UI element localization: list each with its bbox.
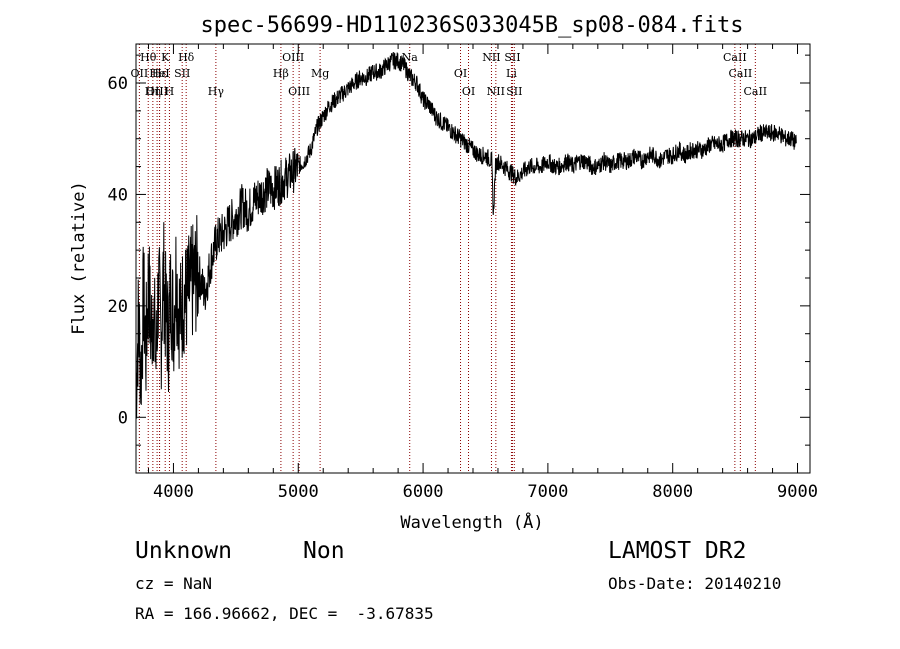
axis-ticks: 4000 5000 6000 7000 8000 9000 0 20 40 60 bbox=[108, 44, 818, 502]
marker-label-13: OIII bbox=[288, 85, 310, 98]
x-tick-label-8000: 8000 bbox=[652, 482, 693, 502]
x-tick-label-9000: 9000 bbox=[777, 482, 818, 502]
spectrum-line bbox=[135, 51, 797, 419]
marker-label-5: K bbox=[161, 51, 170, 64]
y-tick-label-40: 40 bbox=[108, 185, 128, 205]
marker-label-2: OIII bbox=[146, 85, 168, 98]
y-tick-label-0: 0 bbox=[118, 408, 128, 428]
marker-label-18: NII bbox=[482, 51, 500, 64]
x-tick-label-7000: 7000 bbox=[527, 482, 568, 502]
plot-frame bbox=[135, 43, 811, 474]
marker-label-24: CaII bbox=[729, 67, 753, 80]
x-tick-label-6000: 6000 bbox=[403, 482, 444, 502]
marker-label-14: Mg bbox=[311, 67, 329, 80]
marker-label-22: SII bbox=[506, 85, 522, 98]
marker-label-10: Hγ bbox=[208, 85, 225, 98]
x-axis-label: Wavelength (Å) bbox=[400, 511, 543, 533]
emission-line-markers: HθOIIOIIIHεHηKHeIHHδSIIHγOIIIHβOIIIMgNaO… bbox=[131, 44, 767, 473]
obs-date: Obs-Date: 20140210 bbox=[608, 574, 782, 593]
marker-label-25: CaII bbox=[743, 85, 767, 98]
survey-name: LAMOST DR2 bbox=[608, 538, 747, 564]
y-tick-label-20: 20 bbox=[108, 297, 128, 317]
redshift: cz = NaN bbox=[135, 574, 213, 593]
marker-label-1: OII bbox=[131, 67, 149, 80]
marker-label-0: Hθ bbox=[140, 51, 157, 64]
marker-label-17: OI bbox=[462, 85, 475, 98]
marker-label-8: Hδ bbox=[178, 51, 195, 64]
marker-label-23: CaII bbox=[723, 51, 747, 64]
marker-label-4: Hη bbox=[145, 85, 161, 98]
y-axis-label: Flux (relative) bbox=[69, 181, 89, 335]
marker-label-6: HeI bbox=[149, 67, 169, 80]
x-tick-label-4000: 4000 bbox=[153, 482, 194, 502]
coordinates: RA = 166.96662, DEC = -3.67835 bbox=[135, 604, 434, 623]
chart-title: spec-56699-HD110236S033045B_sp08-084.fit… bbox=[200, 13, 743, 38]
marker-label-9: SII bbox=[174, 67, 190, 80]
marker-label-12: Hβ bbox=[273, 67, 289, 80]
marker-label-7: H bbox=[165, 85, 175, 98]
marker-label-21: Li bbox=[506, 67, 517, 80]
object-class: Unknown bbox=[135, 538, 232, 564]
marker-label-3: Hε bbox=[152, 67, 168, 80]
marker-label-11: OIII bbox=[282, 51, 304, 64]
marker-label-15: Na bbox=[402, 51, 419, 64]
marker-label-20: SII bbox=[504, 51, 520, 64]
object-subclass: Non bbox=[303, 538, 345, 564]
y-tick-label-60: 60 bbox=[108, 74, 128, 94]
x-tick-label-5000: 5000 bbox=[278, 482, 319, 502]
spectrum-chart: spec-56699-HD110236S033045B_sp08-084.fit… bbox=[69, 13, 818, 533]
marker-label-19: NII bbox=[487, 85, 505, 98]
marker-label-16: OI bbox=[454, 67, 467, 80]
